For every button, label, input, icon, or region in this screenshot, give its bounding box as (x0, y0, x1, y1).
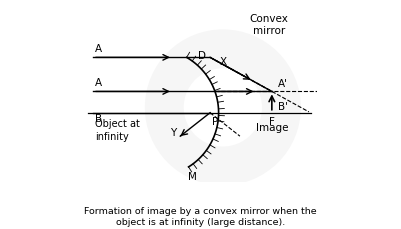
Text: M: M (188, 172, 197, 182)
Text: D: D (198, 51, 206, 61)
Text: Image: Image (255, 123, 288, 133)
Text: F: F (269, 117, 275, 127)
Text: Convex
mirror: Convex mirror (249, 14, 288, 36)
Text: A: A (95, 78, 102, 88)
Text: A: A (95, 44, 102, 54)
Text: Y: Y (170, 128, 176, 138)
Text: P: P (212, 117, 219, 127)
Text: Object at
infinity: Object at infinity (95, 119, 140, 142)
Text: Formation of image by a convex mirror when the
object is at infinity (large dist: Formation of image by a convex mirror wh… (84, 207, 317, 227)
Text: X: X (220, 57, 227, 67)
Text: A': A' (278, 79, 288, 89)
Text: B: B (95, 114, 102, 124)
Text: B': B' (278, 102, 288, 112)
